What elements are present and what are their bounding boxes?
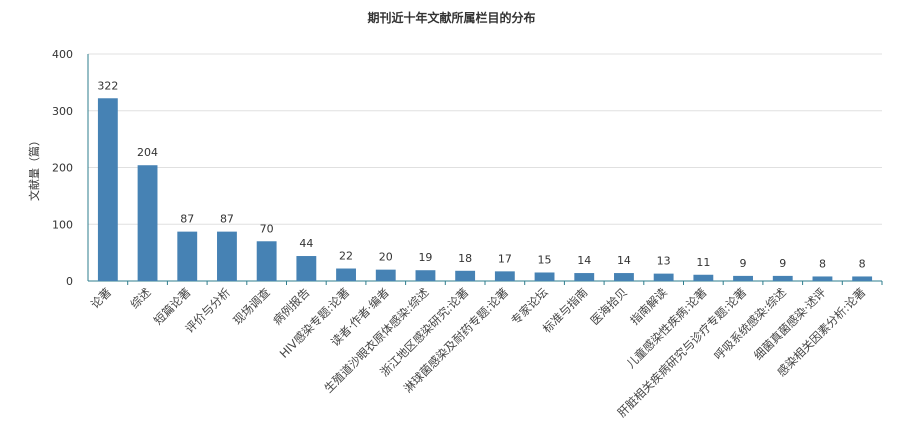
data-label: 13 [657,255,671,268]
data-label: 9 [740,257,747,270]
data-label: 18 [458,252,472,265]
data-label: 17 [498,252,512,265]
bar [534,272,555,281]
bar [494,271,515,281]
y-tick-label: 0 [66,275,73,288]
x-tick-label: 细菌真菌感染·述评 [751,285,829,363]
bar [336,268,356,281]
bar [415,270,436,281]
data-label: 20 [379,251,393,264]
x-tick-label: HIV感染专题:论著 [277,285,353,361]
data-label: 14 [617,254,631,267]
y-tick-label: 100 [52,218,73,231]
x-tick-label: 呼吸系统感染:综述 [711,285,789,363]
bar [256,241,277,281]
data-label: 87 [220,213,234,226]
x-tick-label: 医海拾贝 [588,285,630,327]
bar [455,270,476,281]
x-tick-label: 论著 [88,285,114,311]
data-label: 19 [418,251,432,264]
bar [693,274,714,281]
data-label: 8 [819,257,826,270]
data-label: 204 [137,146,158,159]
data-label: 11 [696,256,710,269]
bar [852,276,873,281]
bar [177,231,198,281]
chart-title: 期刊近十年文献所属栏目的分布 [367,11,536,25]
bar [97,98,118,281]
data-label: 44 [299,237,313,250]
data-label: 14 [577,254,591,267]
x-tick-label: 综述 [128,285,155,312]
data-label: 70 [260,222,274,235]
bar [296,256,317,281]
bar [614,273,634,281]
y-tick-label: 200 [52,162,73,175]
data-label: 87 [180,213,194,226]
data-label: 15 [538,253,552,266]
data-label: 22 [339,250,353,263]
x-tick-label: 现场调查 [230,285,273,328]
bar [375,269,396,281]
data-label: 9 [779,257,786,270]
data-label: 8 [859,257,866,270]
bar [137,165,158,281]
bar [217,231,237,281]
bar [733,275,753,281]
bar [812,276,833,281]
data-label: 322 [97,79,118,92]
bar [574,273,595,281]
bar [653,273,674,281]
y-tick-label: 400 [52,48,73,61]
y-tick-label: 300 [52,105,73,118]
bar [772,275,793,281]
